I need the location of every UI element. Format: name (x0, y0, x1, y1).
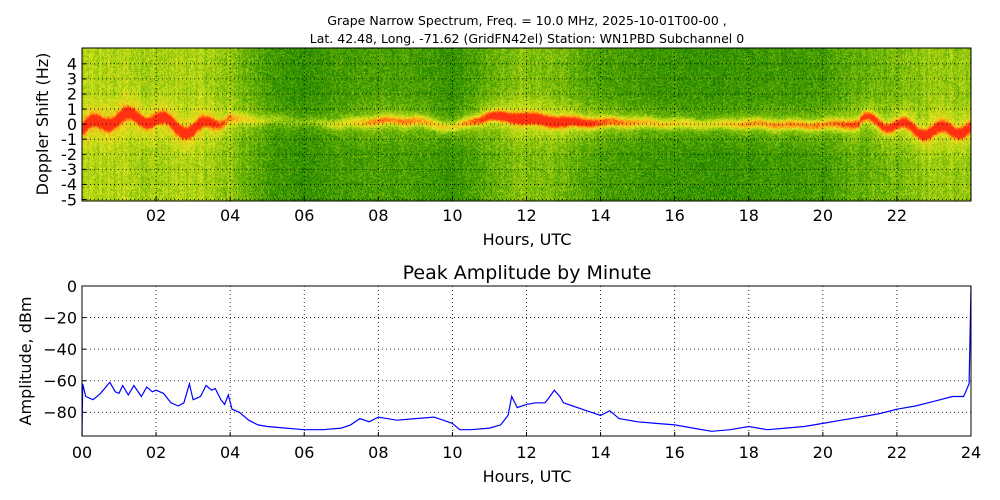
spectrum-title-line1: Grape Narrow Spectrum, Freq. = 10.0 MHz,… (327, 13, 726, 28)
x-tick-label: 06 (294, 206, 314, 225)
x-tick-label: 16 (664, 206, 684, 225)
x-tick-label: 16 (664, 443, 684, 462)
y-tick-label: -5 (61, 190, 77, 209)
y-tick-label: 3 (67, 70, 77, 89)
amplitude-axes: 00 02 04 06 08 10 12 14 16 18 20 22 24 0 −20 −40 −60 −80 (43, 277, 981, 462)
x-tick-label: 10 (442, 206, 462, 225)
x-tick-label: 22 (887, 206, 907, 225)
x-tick-label: 18 (739, 443, 759, 462)
x-tick-label: 02 (146, 443, 166, 462)
x-tick-label: 00 (72, 443, 92, 462)
y-tick-label: −80 (43, 403, 77, 422)
spectrogram-frame (81, 47, 972, 202)
x-tick-label: 20 (813, 443, 833, 462)
x-tick-label: 02 (146, 206, 166, 225)
x-tick-label: 08 (368, 443, 388, 462)
y-tick-label: 0 (67, 115, 77, 134)
spectrum-ylabel: Doppler Shift (Hz) (33, 53, 52, 196)
x-tick-label: 06 (294, 443, 314, 462)
y-tick-label: -3 (61, 160, 77, 179)
amplitude-title: Peak Amplitude by Minute (403, 262, 652, 284)
y-tick-label: −40 (43, 340, 77, 359)
y-tick-label: 4 (67, 55, 77, 74)
y-tick-label: -4 (61, 175, 77, 194)
x-tick-label: 22 (887, 443, 907, 462)
x-tick-label: 20 (813, 206, 833, 225)
x-tick-label: 04 (220, 206, 240, 225)
x-tick-label: 14 (590, 443, 610, 462)
x-tick-label: 08 (368, 206, 388, 225)
y-tick-label: −60 (43, 371, 77, 390)
y-tick-label: -2 (61, 145, 77, 164)
x-tick-label: 14 (590, 206, 610, 225)
y-tick-label: 2 (67, 85, 77, 104)
x-tick-label: 10 (442, 443, 462, 462)
x-tick-label: 18 (739, 206, 759, 225)
y-tick-label: 1 (67, 100, 77, 119)
y-tick-label: -1 (61, 130, 77, 149)
x-tick-label: 24 (961, 443, 981, 462)
y-tick-label: −20 (43, 308, 77, 327)
y-tick-label: 0 (67, 277, 77, 296)
amplitude-ylabel: Amplitude, dBm (16, 297, 35, 426)
spectrum-xlabel: Hours, UTC (483, 230, 572, 249)
amplitude-series-line (81, 285, 972, 437)
amplitude-xlabel: Hours, UTC (483, 467, 572, 486)
x-tick-label: 04 (220, 443, 240, 462)
x-tick-label: 12 (516, 206, 536, 225)
x-tick-label: 12 (516, 443, 536, 462)
spectrum-title-line2: Lat. 42.48, Long. -71.62 (GridFN42el) St… (310, 31, 744, 46)
amplitude-frame (81, 285, 972, 437)
